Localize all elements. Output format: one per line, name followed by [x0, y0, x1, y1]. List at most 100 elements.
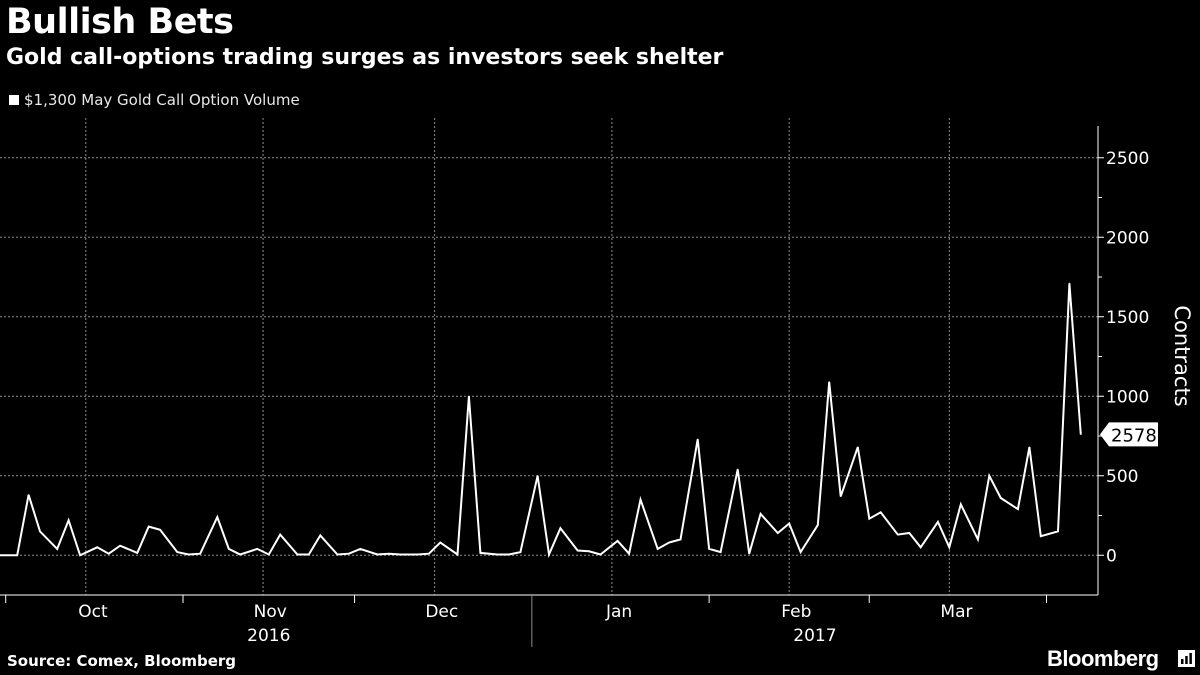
- data-point: [388, 553, 390, 555]
- data-point: [96, 546, 98, 548]
- data-point: [828, 381, 830, 383]
- x-tick-label: Feb: [781, 602, 811, 622]
- data-point: [359, 548, 361, 550]
- y-tick-label: 2500: [1106, 149, 1149, 169]
- data-point: [720, 551, 722, 553]
- bloomberg-logo: Bloomberg: [1047, 646, 1159, 671]
- data-point: [777, 532, 779, 534]
- data-point: [416, 553, 419, 556]
- y-tick-label: 1500: [1106, 308, 1149, 328]
- data-point: [188, 553, 190, 556]
- data-point: [1080, 433, 1082, 435]
- data-point: [548, 553, 550, 556]
- data-point: [668, 541, 670, 544]
- y-tick-label: 500: [1106, 467, 1138, 487]
- legend-swatch-icon: [9, 95, 19, 105]
- y-tick-label: 0: [1106, 546, 1117, 566]
- year-label: 2016: [247, 626, 290, 646]
- x-tick-label: Nov: [254, 602, 287, 622]
- y-axis-title: Contracts: [1170, 305, 1194, 406]
- axes: [0, 126, 1104, 647]
- data-point: [336, 553, 338, 556]
- data-point: [216, 516, 218, 518]
- data-point: [908, 532, 910, 534]
- data-point: [279, 534, 281, 536]
- bloomberg-mark-icon: [1178, 650, 1195, 667]
- x-tick-label: Dec: [425, 602, 458, 622]
- source-note: Source: Comex, Bloomberg: [7, 652, 237, 670]
- data-point: [697, 438, 699, 440]
- data-point: [108, 553, 110, 555]
- data-point: [857, 446, 859, 448]
- data-point: [268, 553, 270, 556]
- data-point: [817, 524, 819, 526]
- data-point: [628, 553, 630, 555]
- data-point: [737, 468, 739, 470]
- data-point: [1017, 508, 1019, 510]
- data-point: [148, 526, 150, 528]
- data-point: [657, 548, 659, 550]
- data-point: [599, 553, 602, 556]
- gridlines: [0, 118, 1098, 595]
- axis-labels: 0 500 1000 1500 2000 2500 Oct Nov Dec Jan Feb Mar 20…: [78, 149, 1194, 646]
- x-tick-label: Jan: [605, 602, 632, 622]
- data-point: [519, 551, 522, 553]
- data-point: [1068, 282, 1070, 284]
- y-tick-label: 2000: [1106, 228, 1149, 248]
- data-point: [800, 551, 802, 553]
- data-point: [296, 553, 298, 556]
- data-point: [199, 553, 201, 555]
- data-point: [977, 538, 979, 541]
- data-point: [897, 534, 899, 536]
- data-point: [159, 529, 161, 531]
- data-point: [256, 548, 258, 550]
- callout-label: 2578: [1111, 425, 1157, 446]
- data-point: [0, 554, 1, 556]
- data-point: [176, 551, 178, 553]
- data-point: [496, 553, 499, 556]
- x-tick-label: Mar: [940, 602, 972, 622]
- data-point: [679, 538, 682, 541]
- data-point: [319, 534, 321, 537]
- data-point: [239, 553, 241, 556]
- data-point: [639, 499, 642, 501]
- x-tick-label: Oct: [78, 602, 108, 622]
- data-point: [937, 521, 939, 523]
- data-point: [479, 552, 481, 554]
- data-point: [308, 553, 310, 556]
- data-point: [840, 495, 842, 497]
- y-tick-label: 1000: [1106, 387, 1149, 407]
- data-point: [1028, 446, 1030, 448]
- data-point: [588, 550, 590, 552]
- data-point: [559, 527, 562, 529]
- data-point: [376, 553, 378, 556]
- data-point: [748, 553, 750, 555]
- data-point: [28, 494, 30, 496]
- data-point: [39, 530, 41, 533]
- data-point: [788, 522, 790, 525]
- data-point: [960, 503, 962, 505]
- data-point: [760, 513, 762, 515]
- data-point: [119, 545, 121, 547]
- callout-box: [1100, 422, 1158, 447]
- data-point: [537, 475, 539, 477]
- series-line-gold-call-volume: [0, 283, 1082, 559]
- data-point: [1000, 497, 1002, 499]
- data-point: [1057, 530, 1059, 533]
- data-point: [1040, 535, 1042, 537]
- data-point: [399, 553, 401, 556]
- year-label: 2017: [793, 626, 836, 646]
- data-point: [988, 475, 990, 477]
- data-point: [708, 548, 710, 550]
- data-point: [468, 395, 470, 397]
- data-point: [228, 548, 230, 550]
- data-point: [456, 553, 459, 556]
- legend: $1,300 May Gold Call Option Volume: [9, 91, 300, 109]
- data-point: [508, 553, 510, 556]
- data-point: [56, 548, 58, 550]
- data-point: [868, 518, 870, 520]
- data-point: [920, 546, 922, 548]
- legend-label: $1,300 May Gold Call Option Volume: [24, 91, 300, 109]
- data-point: [880, 511, 882, 513]
